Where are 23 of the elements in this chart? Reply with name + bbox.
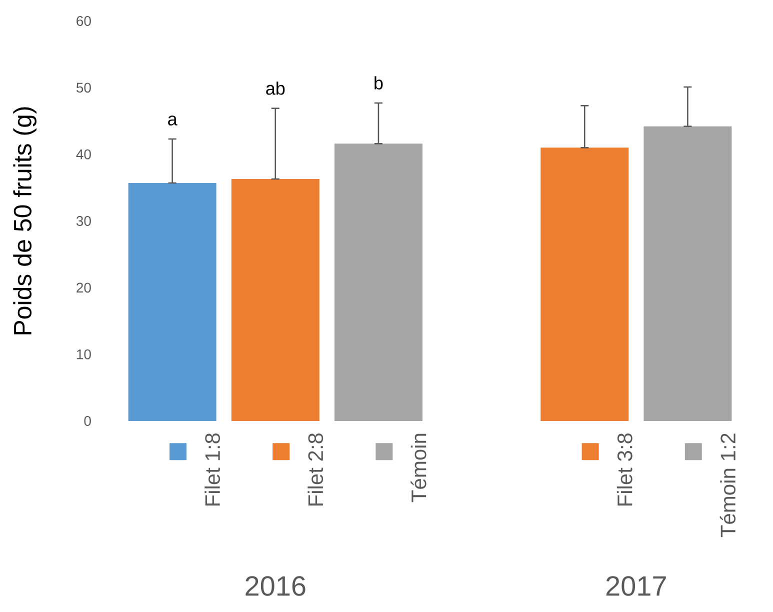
x-tick-label: Filet 2:8: [308, 433, 324, 506]
y-tick-label: 20: [76, 282, 91, 293]
bar: [231, 178, 320, 421]
y-tick-label: 40: [76, 149, 91, 160]
bar: [128, 182, 216, 421]
text: 2016: [246, 576, 306, 596]
bar: [540, 148, 629, 421]
text: 2017: [606, 576, 666, 596]
y-tick-label: 10: [76, 349, 91, 360]
y-tick-label: 60: [76, 16, 91, 26]
x-tick-label: Filet 3:8: [616, 433, 632, 506]
y-tick-label: 0: [84, 416, 91, 426]
bar: [334, 144, 422, 421]
y-axis-title: Poids de 50 fruits (g): [13, 107, 36, 334]
y-tick-label: 30: [76, 216, 91, 226]
y-tick-label: 50: [76, 82, 91, 93]
bar: [644, 126, 732, 421]
x-tick-label: Témoin 1:2: [720, 434, 736, 538]
annotation: a: [168, 116, 178, 126]
x-tick-label: Témoin: [410, 434, 426, 502]
x-tick-label: Filet 1:8: [204, 433, 220, 506]
annotation: b: [374, 76, 383, 90]
annotation: ab: [266, 82, 285, 95]
